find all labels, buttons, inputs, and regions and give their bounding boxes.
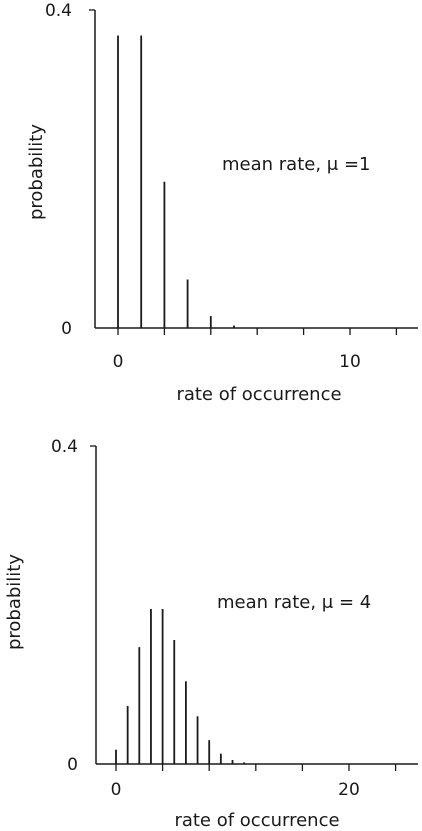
- stem-series: [117, 35, 235, 328]
- mean-rate-annotation: mean rate, μ = 4: [217, 592, 371, 613]
- y-axis-label: probability: [4, 554, 25, 650]
- x-axis-label: rate of occurrence: [176, 384, 341, 405]
- x-tick-label-zero: 0: [111, 780, 122, 800]
- x-tick-label-twenty: 20: [338, 780, 360, 800]
- y-tick-label-max: 0.4: [45, 1, 72, 21]
- stem-series: [115, 608, 246, 764]
- x-tick-label-zero: 0: [113, 352, 124, 372]
- x-tick-label-ten: 10: [339, 352, 361, 372]
- y-tick-label-max: 0.4: [51, 437, 78, 457]
- chart-panel-mean-4: 0.4 0 0 20 rate of occurrence probabilit…: [4, 437, 418, 831]
- x-axis-ticks: [115, 764, 397, 771]
- mean-rate-annotation: mean rate, μ =1: [222, 154, 370, 175]
- x-axis-ticks: [117, 328, 398, 335]
- y-tick-label-zero: 0: [67, 755, 78, 775]
- chart-panel-mean-1: 0.4 0 0 10 rate of occurrence probabilit…: [26, 1, 418, 405]
- y-axis-label: probability: [26, 124, 47, 220]
- x-axis-label: rate of occurrence: [174, 810, 339, 831]
- y-tick-label-zero: 0: [61, 319, 72, 339]
